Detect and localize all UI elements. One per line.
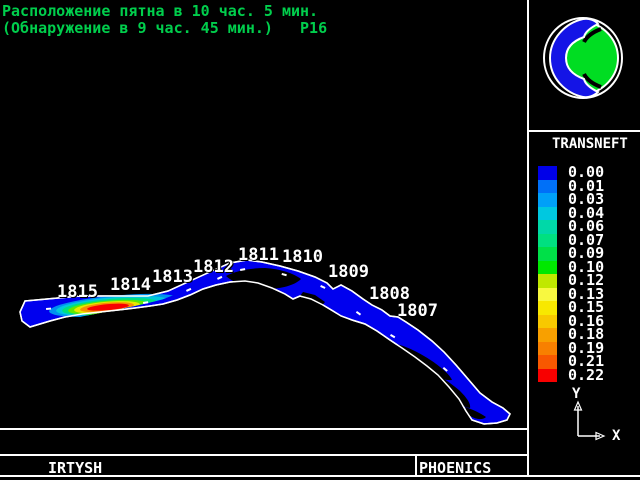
river-map (19, 259, 511, 425)
x-arrowhead (595, 431, 606, 441)
km-tick (389, 334, 396, 339)
legend-row: 0.13 (538, 284, 605, 303)
axis-orientation-icon (573, 400, 606, 441)
km-tick (281, 272, 287, 277)
logo-gap-top (582, 27, 602, 43)
legend-value: 0.04 (568, 203, 605, 222)
legend-value: 0.18 (568, 325, 605, 343)
legend-swatch (538, 193, 557, 207)
river-name-label: IRTYSH (48, 459, 103, 477)
logo-blue-half (548, 17, 600, 99)
km-tick (216, 275, 223, 280)
island (465, 407, 486, 420)
page-title: Расположение пятна в 10 час. 5 мин. (2, 2, 319, 20)
river-islands (226, 268, 486, 420)
km-tick (355, 311, 362, 316)
legend-value: 0.13 (568, 284, 605, 303)
legend-value: 0.16 (568, 311, 605, 330)
legend-value: 0.06 (568, 217, 605, 235)
legend-swatch (538, 179, 557, 193)
legend-row: 0.07 (538, 230, 605, 249)
legend-value: 0.07 (568, 230, 605, 249)
legend-swatch (538, 341, 557, 355)
legend-swatch (538, 220, 557, 234)
x-axis-label: X (612, 428, 621, 444)
km-tick (143, 301, 149, 304)
legend-row: 0.19 (538, 338, 605, 357)
phoenics-logo (543, 17, 623, 99)
km-tick (442, 367, 448, 372)
legend-value: 0.10 (568, 257, 605, 276)
km-tick (45, 307, 52, 310)
legend-row: 0.04 (538, 203, 605, 222)
legend-value: 0.09 (568, 244, 605, 262)
km-tick (320, 285, 326, 289)
legend-swatch (538, 166, 557, 180)
logo-gap-bottom (582, 73, 602, 89)
footer-divider (415, 454, 417, 476)
island (316, 308, 373, 336)
legend-row: 0.03 (538, 190, 605, 208)
legend-value: 0.03 (568, 190, 605, 208)
y-axis-label: Y (572, 386, 581, 402)
km-tick (185, 287, 192, 292)
legend-row: 0.21 (538, 352, 605, 370)
legend-row: 0.01 (538, 176, 605, 195)
legend-value: 0.00 (568, 163, 605, 181)
sidebar-left-border (527, 0, 529, 477)
plot-bottom-border (0, 428, 528, 430)
legend-row: 0.22 (538, 365, 605, 384)
logo-box-border (527, 130, 640, 132)
legend-row: 0.12 (538, 271, 605, 289)
tick-group (45, 268, 448, 372)
legend-rows: 0.00 0.01 0.03 0.04 0.06 0.07 0.09 0.10 0.12 0.13… (538, 163, 605, 384)
legend-row: 0.10 (538, 257, 605, 276)
legend-row: 0.15 (538, 298, 605, 316)
legend-swatch (538, 368, 557, 382)
legend-swatch (538, 314, 557, 328)
legend-value: 0.19 (568, 338, 605, 357)
legend-swatch (538, 206, 557, 220)
plume-core (87, 303, 129, 311)
legend-title: TRANSNEFT (552, 136, 628, 152)
legend-swatch (538, 260, 557, 274)
legend-swatch (538, 301, 557, 315)
legend-swatch (538, 247, 557, 261)
legend-row: 0.09 (538, 244, 605, 262)
footer-top-border (0, 454, 528, 456)
legend-row: 0.16 (538, 311, 605, 330)
km-tick (239, 268, 246, 271)
legend-value: 0.15 (568, 298, 605, 316)
legend-swatch (538, 328, 557, 342)
legend-value: 0.22 (568, 365, 605, 384)
y-arrowhead (573, 400, 583, 411)
legend-value: 0.21 (568, 352, 605, 370)
legend-swatch (538, 287, 557, 301)
legend-swatch (538, 274, 557, 288)
legend-swatch (538, 233, 557, 247)
legend-swatch (538, 355, 557, 369)
phoenics-label: PHOENICS (419, 459, 492, 477)
legend-value: 0.01 (568, 176, 605, 195)
legend-row: 0.06 (538, 217, 605, 235)
screen-bottom-border (0, 475, 640, 477)
page-subtitle: (Обнаружение в 9 час. 45 мин.) P16 (2, 19, 328, 37)
legend-row: 0.00 (538, 163, 605, 181)
legend-value: 0.12 (568, 271, 605, 289)
legend-row: 0.18 (538, 325, 605, 343)
